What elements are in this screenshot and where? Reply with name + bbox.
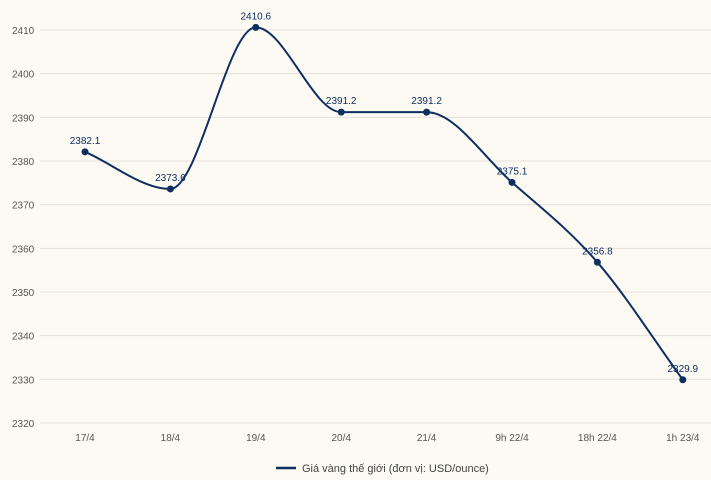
data-label: 2375.1	[497, 166, 528, 177]
series-gold-price: 2382.1 2373.6 2410.6 2391.2 2391.2 2375.1 2356…	[70, 11, 699, 384]
data-label: 2373.6	[155, 173, 186, 184]
data-label: 2391.2	[411, 96, 442, 107]
y-tick-label: 2400	[12, 70, 35, 81]
legend: Giá vàng thế giới (đơn vị: USD/ounce)	[276, 463, 489, 475]
data-label: 2410.6	[241, 11, 272, 22]
data-point[interactable]	[593, 258, 601, 266]
series-line	[84, 26, 684, 381]
data-label: 2382.1	[70, 136, 101, 147]
data-point[interactable]	[679, 376, 687, 384]
y-tick-label: 2360	[12, 244, 35, 255]
y-tick-label: 2320	[12, 419, 35, 430]
y-tick-label: 2370	[12, 201, 35, 212]
x-tick-label: 19/4	[246, 433, 266, 444]
y-tick-label: 2330	[12, 375, 35, 386]
x-tick-label: 9h 22/4	[495, 433, 529, 444]
y-tick-label: 2350	[12, 288, 35, 299]
data-point[interactable]	[423, 108, 431, 116]
data-point[interactable]	[81, 148, 89, 156]
data-label: 2356.8	[582, 246, 613, 257]
y-tick-label: 2410	[12, 26, 35, 37]
data-point[interactable]	[166, 185, 174, 193]
y-axis-ticks: 2320 2330 2340 2350 2360 2370 2380 2390 2400 2410	[12, 26, 35, 430]
x-axis-ticks: 17/4 18/4 19/4 20/4 21/4 9h 22/4 18h 22/4 1h 23…	[75, 433, 700, 444]
y-tick-label: 2380	[12, 157, 35, 168]
data-label: 2391.2	[326, 96, 357, 107]
x-tick-label: 17/4	[75, 433, 95, 444]
data-label: 2329.9	[668, 364, 699, 375]
x-tick-label: 1h 23/4	[666, 433, 700, 444]
x-tick-label: 18/4	[161, 433, 181, 444]
y-tick-label: 2340	[12, 332, 35, 343]
x-tick-label: 18h 22/4	[578, 433, 617, 444]
grid-lines	[40, 29, 711, 424]
data-point[interactable]	[252, 23, 260, 31]
data-point[interactable]	[337, 108, 345, 116]
legend-label: Giá vàng thế giới (đơn vị: USD/ounce)	[302, 463, 489, 475]
x-tick-label: 20/4	[331, 433, 351, 444]
x-tick-label: 21/4	[417, 433, 437, 444]
y-tick-label: 2390	[12, 113, 35, 124]
data-point[interactable]	[508, 178, 516, 186]
